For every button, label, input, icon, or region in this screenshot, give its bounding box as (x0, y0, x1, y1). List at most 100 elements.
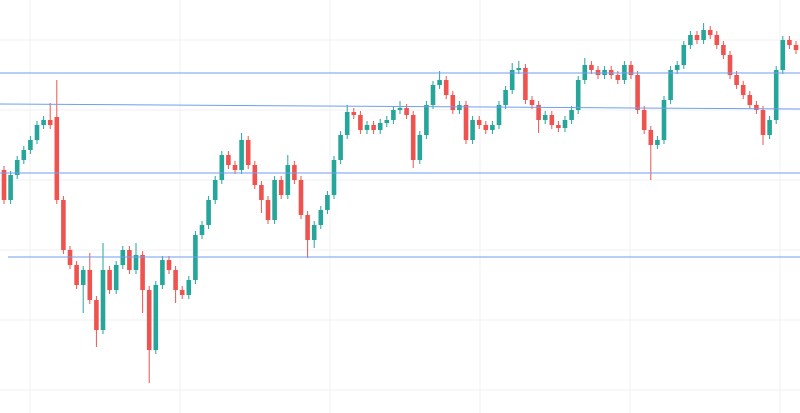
candle-body (397, 108, 403, 110)
candle-body (21, 150, 27, 160)
candle-body (74, 265, 79, 285)
candle-body (536, 105, 541, 120)
candle-body (272, 180, 277, 220)
candle-body (549, 115, 555, 125)
candle-body (734, 75, 739, 85)
candle-body (404, 108, 409, 115)
candle-body (338, 135, 343, 160)
candle-body (47, 120, 53, 125)
candle-body (107, 270, 112, 290)
level-line (0, 103, 800, 110)
candle-body (410, 115, 416, 160)
candle-body (450, 95, 456, 110)
candle-body (793, 45, 799, 50)
candle-body (61, 200, 66, 250)
candle-body (8, 175, 13, 200)
candle-body (490, 125, 495, 130)
candle-body (615, 75, 621, 80)
candle-body (496, 105, 502, 125)
candle-body (694, 35, 700, 40)
candle-body (113, 265, 119, 290)
candle-body (529, 100, 535, 105)
candle-body (34, 125, 40, 140)
candle-body (285, 165, 291, 195)
candle-body (589, 65, 594, 70)
candle-body (14, 160, 20, 175)
candle-body (661, 100, 667, 140)
candle-body (212, 180, 218, 200)
candle-body (714, 35, 720, 45)
candle-body (417, 135, 423, 160)
candle-body (437, 80, 442, 85)
candle-body (701, 30, 706, 40)
candle-body (443, 80, 449, 95)
candle-body (265, 200, 271, 220)
candle-body (668, 70, 673, 100)
candle-body (28, 140, 33, 150)
candle-body (331, 160, 337, 195)
candle-body (358, 115, 363, 130)
candle-body (311, 225, 317, 240)
candle-body (371, 125, 376, 130)
candle-body (146, 290, 152, 350)
candle-body (681, 45, 687, 65)
candle-body (509, 70, 515, 90)
candle-body (160, 260, 165, 285)
candle-body (476, 120, 482, 125)
candle-body (430, 85, 436, 105)
candle-body (674, 65, 680, 70)
candle-body (470, 120, 475, 140)
candle-body (1, 170, 7, 200)
candle-body (569, 110, 574, 120)
candle-body (635, 75, 640, 110)
candle-body (740, 85, 746, 95)
candle-body (503, 90, 508, 105)
candle-body (688, 35, 693, 45)
candle-body (641, 110, 647, 130)
candle-body (463, 105, 469, 140)
candle-body (54, 117, 60, 200)
candle-body (648, 130, 654, 145)
candle-body (41, 120, 46, 125)
candle-body (384, 120, 390, 123)
candle-body (226, 155, 231, 165)
candle-body (780, 40, 786, 70)
candle-body (721, 45, 726, 55)
candle-body (575, 80, 581, 110)
candle-body (173, 270, 178, 290)
candle-body (516, 68, 522, 70)
candle-body (556, 125, 561, 128)
candle-body (773, 70, 779, 120)
candle-body (80, 270, 86, 285)
candle-body (655, 140, 660, 145)
candle-body (179, 290, 185, 295)
candle-body (166, 260, 172, 270)
candle-body (186, 280, 192, 295)
candle-body (298, 180, 304, 215)
candle-body (127, 250, 132, 270)
candle-body (562, 120, 568, 128)
candle-body (94, 300, 99, 330)
candle-body (245, 140, 251, 165)
candle-body (344, 112, 350, 135)
candle-body (767, 120, 772, 135)
candle-body (391, 110, 396, 120)
candle-body (259, 185, 264, 200)
candle-body (219, 155, 225, 180)
candle-body (457, 105, 462, 110)
candle-body (325, 195, 330, 210)
candle-body (153, 285, 159, 350)
candle-body (206, 200, 211, 225)
candle-body (727, 55, 733, 75)
candle-body (364, 125, 370, 130)
candle-body (754, 105, 759, 110)
candle-body (483, 125, 489, 130)
candle-body (199, 225, 205, 235)
candle-body (542, 115, 548, 120)
candle-body (760, 110, 766, 135)
candle-body (628, 65, 634, 75)
candle-body (140, 255, 145, 290)
candle-body (239, 140, 244, 170)
